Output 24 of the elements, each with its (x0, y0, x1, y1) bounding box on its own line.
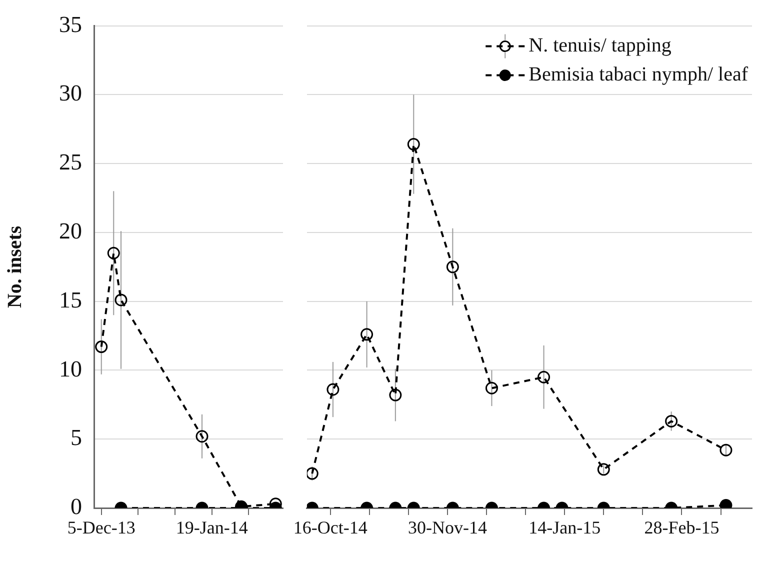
point (485, 382, 498, 394)
point (389, 388, 402, 402)
y-tick-label: 0 (70, 494, 82, 520)
x-tick-label: 28-Feb-15 (644, 518, 720, 538)
y-axis-title: No. insets (4, 226, 26, 308)
point (326, 383, 340, 396)
y-tick-label: 10 (59, 356, 82, 382)
legend-label: N. tenuis/ tapping (528, 34, 672, 57)
x-tick-label: 16-Oct-14 (293, 518, 368, 538)
point (665, 414, 678, 428)
y-tick-label: 20 (59, 218, 82, 244)
point (360, 328, 374, 341)
x-tick-label: 19-Jan-14 (176, 518, 248, 538)
x-tick-label: 5-Dec-13 (67, 518, 136, 538)
point (446, 260, 459, 274)
y-tick-label: 35 (59, 12, 82, 37)
y-tick-label: 25 (59, 150, 82, 175)
x-tick-label: 30-Nov-14 (408, 518, 487, 538)
x-tick-label: 14-Jan-15 (528, 518, 601, 538)
point (538, 370, 550, 384)
y-tick-label: 15 (59, 287, 82, 312)
y-tick-label: 5 (70, 425, 82, 450)
y-tick-label: 30 (59, 80, 82, 106)
legend-label: Bemisia tabaci nymph/ leaf (528, 64, 748, 86)
